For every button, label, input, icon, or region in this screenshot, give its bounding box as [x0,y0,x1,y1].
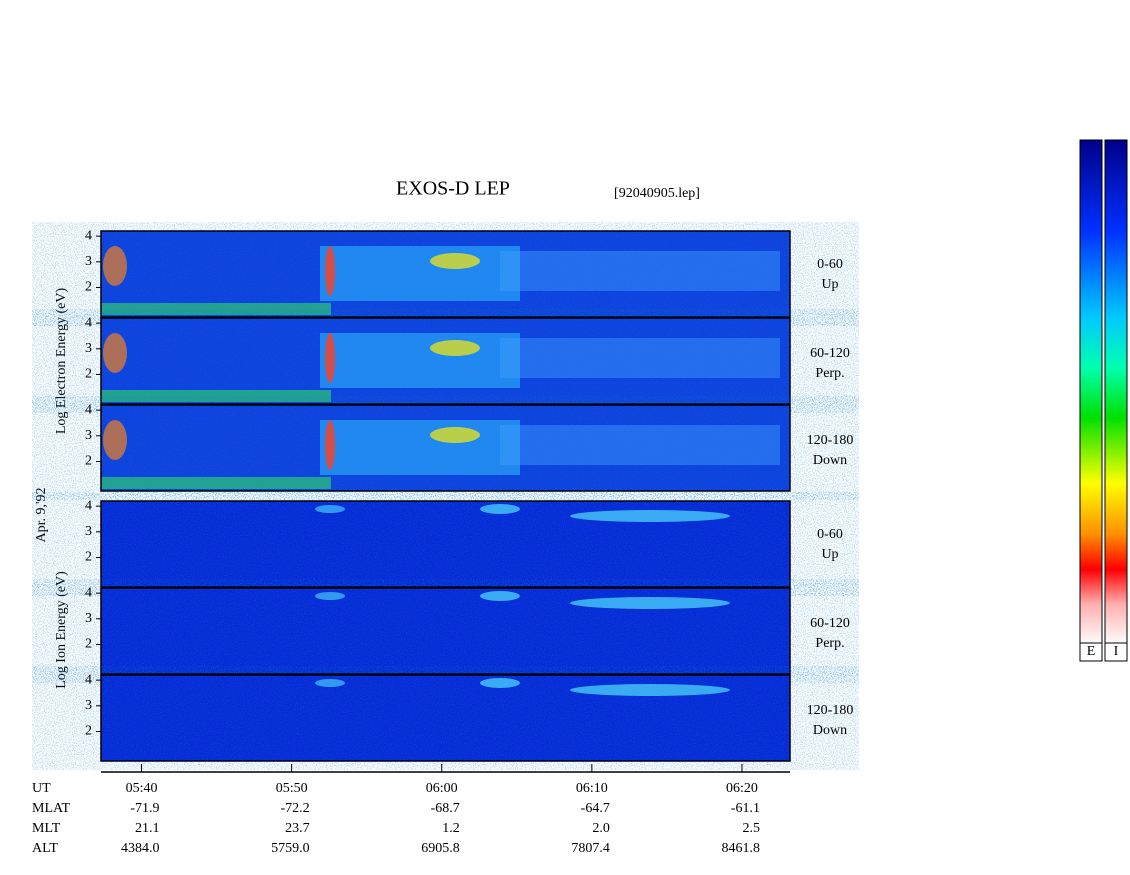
y-tick-label: 3 [85,428,92,443]
y-tick-label: 2 [85,724,92,739]
spectrogram-feature [101,477,331,489]
table-value: 1.2 [442,821,460,836]
y-tick-label: 3 [85,524,92,539]
table-value: 21.1 [135,821,160,836]
spectrogram-feature [315,679,345,687]
y-tick-label: 2 [85,637,92,652]
spectrogram-feature [325,420,335,470]
panel-frame [100,404,791,492]
spectrogram-feature [325,246,335,296]
panel-frame [100,587,791,675]
colorbar-label: E [1087,644,1096,659]
spectrogram-feature [480,504,520,514]
table-value: -72.2 [280,801,309,816]
colorbar-label-box [1104,642,1128,662]
spectrogram-feature [320,333,520,388]
table-value: -68.7 [431,801,460,816]
electron-axis-label: Log Electron Energy (eV) [54,288,69,435]
y-tick-label: 2 [85,367,92,382]
panel-range: 60-120 [810,346,850,361]
y-tick-label: 3 [85,698,92,713]
spectrogram-feature [430,253,480,269]
panel-frame [100,674,791,762]
spectrogram-feature [570,597,730,609]
table-label: ALT [32,841,58,856]
panel-range: 0-60 [817,257,843,272]
spectrogram-feature [325,333,335,383]
y-tick-label: 4 [85,585,92,600]
spectrogram-feature [101,390,331,402]
panel-frame [100,317,791,405]
spectrogram-feature [101,303,331,315]
x-tick-label: 06:10 [576,781,608,796]
ion-axis-label: Log Ion Energy (eV) [54,571,69,689]
table-value: 4384.0 [121,841,160,856]
y-tick-label: 4 [85,228,92,243]
table-value: 5759.0 [271,841,310,856]
spectrogram-feature [570,510,730,522]
spectrogram-feature [500,338,780,378]
spectrogram-feature [430,427,480,443]
table-value: 6905.8 [421,841,460,856]
panel-direction: Up [821,277,838,292]
y-tick-label: 2 [85,280,92,295]
spectrogram-feature [430,340,480,356]
spectrogram-feature [320,246,520,301]
y-tick-label: 4 [85,402,92,417]
panel-range: 120-180 [807,433,854,448]
panel-direction: Perp. [815,366,844,381]
panel-frame [100,500,791,588]
spectrogram-feature [570,684,730,696]
colorbar-label-box [1079,642,1103,662]
table-value: -64.7 [581,801,610,816]
panel-range: 60-120 [810,616,850,631]
panel-direction: Down [813,453,847,468]
table-value: 2.5 [742,821,760,836]
spectrogram-feature [320,420,520,475]
table-value: 23.7 [285,821,310,836]
panel-range: 120-180 [807,703,854,718]
table-label: UT [32,781,51,796]
title: EXOS-D LEP [396,178,510,200]
table-label: MLAT [32,801,71,816]
x-tick-label: 05:40 [126,781,158,796]
table-value: -71.9 [130,801,159,816]
panel-frame [100,230,791,318]
y-tick-label: 4 [85,315,92,330]
spectrogram-feature [103,420,127,460]
panel-direction: Down [813,723,847,738]
colorbar [1079,139,1103,646]
x-tick-label: 06:20 [726,781,758,796]
table-value: 2.0 [592,821,610,836]
spectrogram-feature [480,591,520,601]
y-tick-label: 4 [85,498,92,513]
y-tick-label: 4 [85,672,92,687]
panel-direction: Perp. [815,636,844,651]
y-tick-label: 2 [85,454,92,469]
spectrogram-feature [500,251,780,291]
spectrogram-feature [315,592,345,600]
table-label: MLT [32,821,61,836]
panel-range: 0-60 [817,527,843,542]
panel-direction: Up [821,547,838,562]
colorbar [1104,139,1128,646]
x-tick-label: 06:00 [426,781,458,796]
table-value: 8461.8 [721,841,760,856]
y-tick-label: 3 [85,611,92,626]
spectrogram-feature [315,505,345,513]
colorbar-label: I [1114,644,1119,659]
spectrogram-feature [500,425,780,465]
spectrogram-feature [103,333,127,373]
y-tick-label: 2 [85,550,92,565]
spectrogram-feature [480,678,520,688]
file-name: [92040905.lep] [614,186,700,201]
x-tick-label: 05:50 [276,781,308,796]
table-value: 7807.4 [571,841,610,856]
table-value: -61.1 [731,801,760,816]
y-tick-label: 3 [85,341,92,356]
date: Apr. 9,'92 [34,487,49,542]
spectrogram-feature [103,246,127,286]
y-tick-label: 3 [85,254,92,269]
